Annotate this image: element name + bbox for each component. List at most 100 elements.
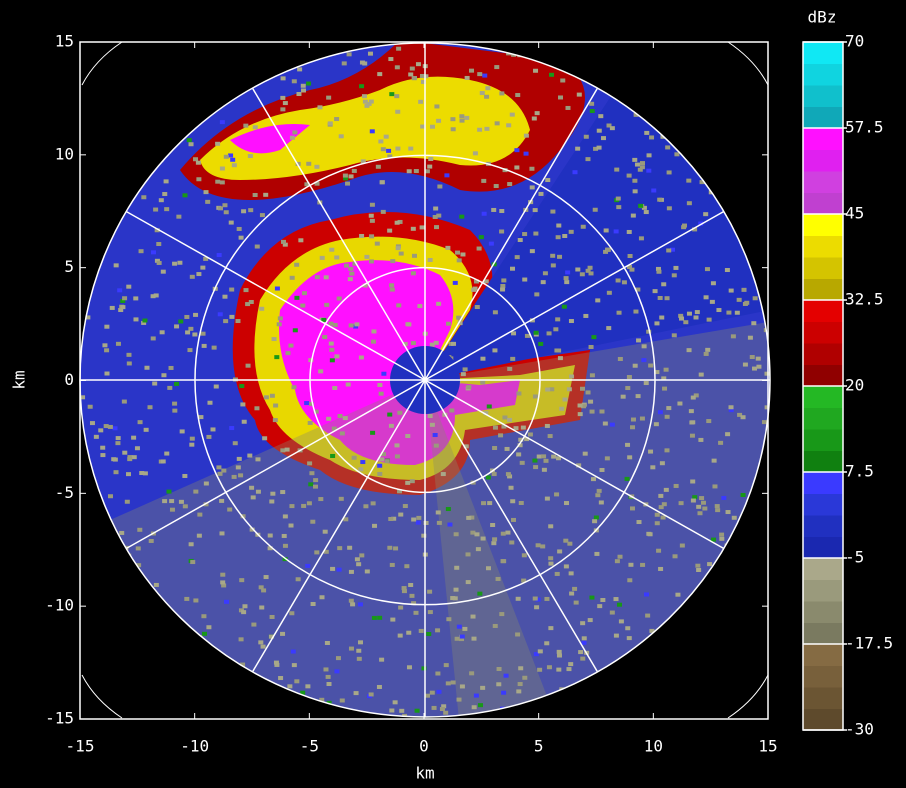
speckle: [122, 400, 127, 404]
speckle: [687, 201, 692, 205]
speckle: [693, 645, 698, 649]
speckle: [459, 114, 464, 118]
y-tick-label: 5: [64, 257, 74, 276]
speckle: [647, 671, 652, 675]
speckle: [164, 207, 169, 211]
speckle: [630, 425, 635, 429]
colorbar-swatch: [803, 193, 843, 215]
speckle: [495, 121, 500, 125]
speckle: [551, 455, 556, 459]
speckle: [280, 96, 285, 100]
speckle: [665, 652, 670, 656]
speckle: [730, 541, 735, 545]
speckle: [344, 264, 349, 268]
speckle: [381, 147, 386, 151]
speckle: [530, 185, 535, 189]
colorbar-swatch: [803, 709, 843, 731]
speckle: [451, 127, 456, 131]
speckle: [683, 320, 688, 324]
colorbar-swatch: [803, 365, 843, 387]
speckle: [518, 666, 523, 670]
y-tick-label: 0: [64, 370, 74, 389]
y-tick-label: -10: [45, 596, 74, 615]
speckle: [199, 62, 204, 66]
speckle: [751, 199, 756, 203]
speckle: [726, 311, 731, 315]
speckle: [692, 76, 697, 80]
speckle: [434, 341, 439, 345]
speckle: [540, 544, 545, 548]
speckle: [432, 706, 437, 710]
speckle: [308, 421, 313, 425]
speckle: [466, 516, 471, 520]
speckle: [176, 215, 181, 219]
x-tick-label: 15: [758, 737, 777, 756]
speckle: [106, 543, 111, 547]
speckle: [330, 454, 335, 458]
speckle: [699, 373, 704, 377]
speckle: [300, 304, 305, 308]
speckle: [492, 537, 497, 541]
speckle: [721, 496, 726, 500]
speckle: [562, 305, 567, 309]
speckle: [84, 696, 89, 700]
speckle: [553, 45, 558, 49]
speckle: [207, 401, 212, 405]
speckle: [537, 668, 542, 672]
speckle: [617, 311, 622, 315]
speckle: [243, 124, 248, 128]
speckle: [131, 436, 136, 440]
speckle: [705, 348, 710, 352]
speckle: [471, 615, 476, 619]
speckle: [314, 165, 319, 169]
speckle: [372, 616, 377, 620]
speckle: [482, 74, 487, 78]
speckle: [242, 604, 247, 608]
speckle: [718, 154, 723, 158]
speckle: [133, 317, 138, 321]
speckle: [486, 475, 491, 479]
speckle: [106, 236, 111, 240]
speckle: [242, 420, 247, 424]
speckle: [659, 316, 664, 320]
speckle: [651, 693, 656, 697]
speckle: [558, 95, 563, 99]
speckle: [707, 318, 712, 322]
x-tick-label: 10: [644, 737, 663, 756]
speckle: [411, 518, 416, 522]
speckle: [105, 608, 110, 612]
speckle: [86, 557, 91, 561]
speckle: [735, 311, 740, 315]
speckle: [143, 615, 148, 619]
speckle: [590, 410, 595, 414]
speckle: [664, 368, 669, 372]
speckle: [80, 538, 85, 542]
speckle: [627, 578, 632, 582]
speckle: [329, 348, 334, 352]
speckle: [455, 637, 460, 641]
speckle: [417, 304, 422, 308]
speckle: [690, 479, 695, 483]
speckle: [190, 275, 195, 279]
speckle: [154, 71, 159, 75]
speckle: [737, 80, 742, 84]
speckle: [696, 505, 701, 509]
colorbar-tick-label: 20: [845, 376, 864, 395]
speckle: [270, 394, 275, 398]
speckle: [548, 626, 553, 630]
speckle: [711, 281, 716, 285]
speckle: [720, 45, 725, 49]
speckle: [704, 352, 709, 356]
speckle: [370, 431, 375, 435]
speckle: [750, 700, 755, 704]
speckle: [384, 135, 389, 139]
speckle: [114, 263, 119, 267]
speckle: [420, 225, 425, 229]
speckle: [522, 553, 527, 557]
speckle: [534, 605, 539, 609]
speckle: [179, 656, 184, 660]
speckle: [239, 637, 244, 641]
colorbar-swatch: [803, 494, 843, 516]
speckle: [729, 405, 734, 409]
colorbar-swatch: [803, 451, 843, 473]
